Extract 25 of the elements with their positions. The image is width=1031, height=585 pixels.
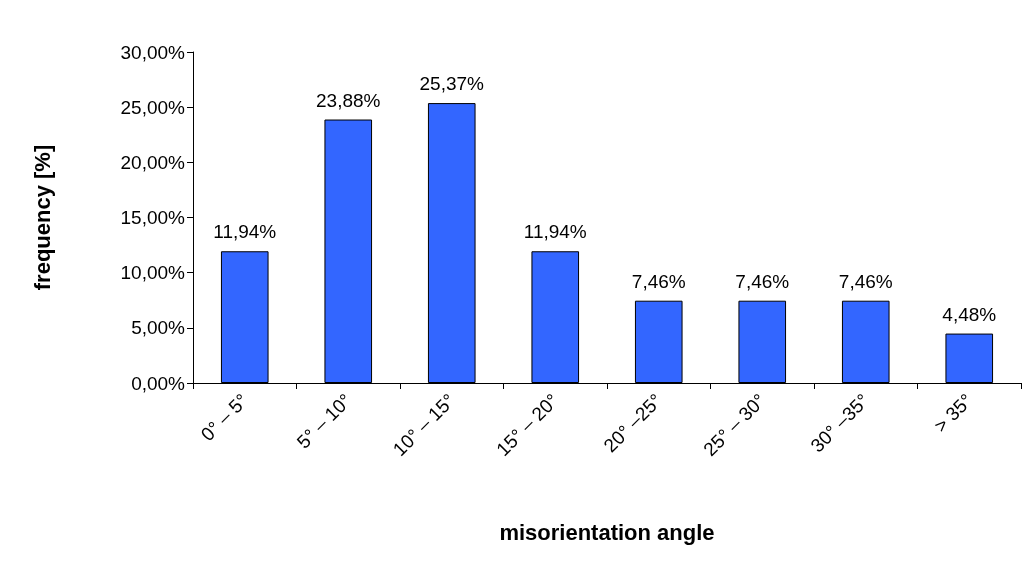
y-tick-label: 20,00% — [120, 151, 186, 173]
data-label: 7,46% — [735, 270, 790, 292]
data-label: 4,48% — [942, 303, 997, 325]
data-label: 7,46% — [838, 270, 893, 292]
y-tick-label: 0,00% — [131, 372, 186, 394]
y-axis-title: frequency [%] — [29, 144, 55, 291]
data-label: 11,94% — [213, 221, 277, 243]
data-label: 11,94% — [523, 221, 587, 243]
y-tick-label: 30,00% — [120, 41, 186, 63]
x-tick-label: 30° –35° — [806, 389, 874, 457]
y-tick-label: 25,00% — [120, 96, 186, 118]
x-tick-label: 10° – 15° — [388, 389, 460, 460]
y-tick-label: 5,00% — [131, 317, 186, 339]
data-label: 23,88% — [316, 89, 381, 111]
y-tick-label: 10,00% — [120, 262, 186, 284]
x-tick-label: > 35° — [929, 389, 977, 437]
data-label: 25,37% — [419, 73, 485, 95]
y-tick-label: 15,00% — [120, 207, 186, 228]
x-axis-title: misorientation angle — [499, 519, 715, 545]
x-tick-label: 15° – 20° — [492, 389, 563, 460]
data-label: 7,46% — [631, 270, 686, 292]
x-tick-label: 5° – 10° — [292, 389, 356, 453]
x-tick-label: 25° – 30° — [699, 389, 770, 460]
x-tick-label: 20° –25° — [599, 389, 667, 457]
x-tick-label: 0° – 5° — [196, 389, 253, 446]
